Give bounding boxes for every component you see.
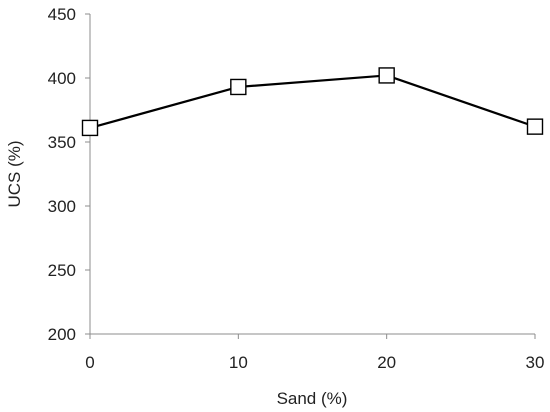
y-tick-label: 300 — [48, 197, 76, 216]
y-axis-title: UCS (%) — [5, 140, 24, 207]
x-tick-label: 0 — [85, 353, 94, 372]
y-tick-label: 200 — [48, 325, 76, 344]
x-axis-ticks: 0 10 20 30 — [85, 334, 544, 372]
y-tick-label: 350 — [48, 133, 76, 152]
series-group — [81, 67, 544, 137]
x-tick-label: 30 — [526, 353, 545, 372]
y-tick-label: 400 — [48, 69, 76, 88]
x-tick-label: 20 — [377, 353, 396, 372]
data-point-marker — [378, 67, 395, 84]
x-axis-title: Sand (%) — [277, 389, 348, 408]
data-point-marker — [526, 118, 544, 135]
y-tick-label: 250 — [48, 261, 76, 280]
y-tick-label: 450 — [48, 5, 76, 24]
x-tick-label: 10 — [229, 353, 248, 372]
series-line — [89, 74, 536, 129]
data-point-marker — [81, 119, 99, 137]
data-point-marker — [230, 78, 247, 96]
y-axis-ticks: 200 250 300 350 400 450 — [48, 5, 90, 344]
